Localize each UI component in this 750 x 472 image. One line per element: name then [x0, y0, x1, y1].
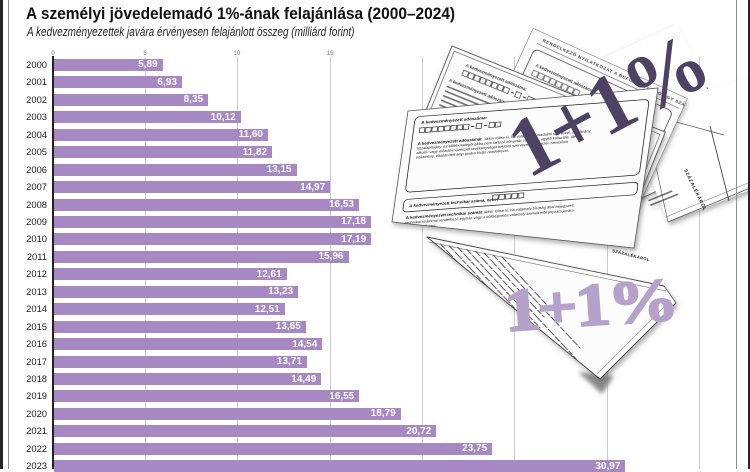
- svg-text:1+1%: 1+1%: [502, 267, 678, 345]
- svg-text:SZÁZALÉKÁRÓL: SZÁZALÉKÁRÓL: [612, 248, 651, 262]
- svg-text:kíván rendelkezni.: kíván rendelkezni.: [404, 224, 437, 230]
